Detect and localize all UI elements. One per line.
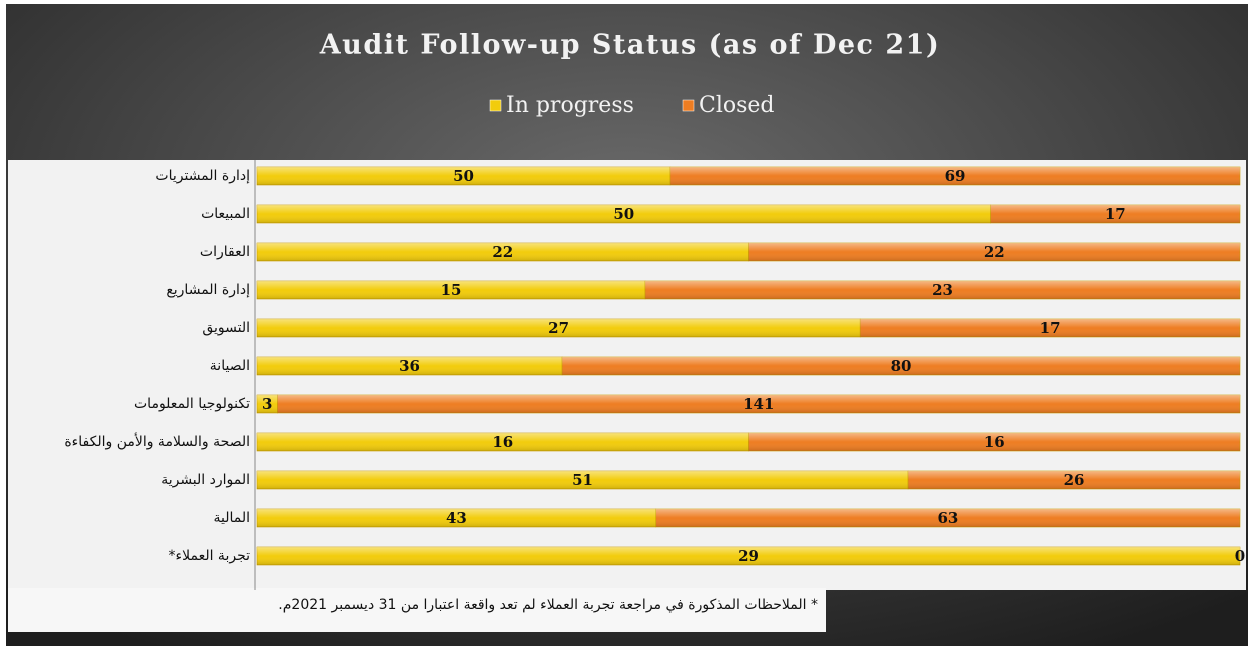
data-label: 50: [613, 205, 634, 223]
bar-shine: [990, 205, 1240, 223]
bar-shine: [562, 357, 1240, 375]
bar-shine: [257, 205, 991, 223]
chart-title: Audit Follow-up Status (as of Dec 21): [319, 30, 941, 61]
data-label: 80: [891, 357, 912, 375]
legend: In progress Closed: [489, 93, 775, 118]
data-label: 27: [548, 319, 569, 337]
y-tick-label: إدارة المشاريع: [166, 282, 250, 298]
data-label: 15: [441, 281, 462, 299]
bar-shine: [257, 281, 646, 299]
bar-shine: [257, 547, 1240, 565]
bar-shine: [277, 395, 1241, 413]
data-label: 16: [492, 433, 513, 451]
bar-shine: [257, 243, 749, 261]
bar-shine: [655, 509, 1240, 527]
legend-label: In progress: [506, 93, 634, 118]
bar-shine: [257, 395, 278, 413]
bar-shine: [257, 471, 909, 489]
data-label: 16: [984, 433, 1005, 451]
bar-shine: [748, 243, 1240, 261]
y-tick-label: الصحة والسلامة والأمن والكفاءة: [64, 432, 250, 450]
data-label: 3: [262, 395, 272, 413]
y-tick-label: تجربة العملاء*: [169, 548, 251, 564]
data-label: 17: [1105, 205, 1126, 223]
y-tick-label: إدارة المشتريات: [155, 168, 250, 184]
y-tick-label: المبيعات: [201, 206, 250, 222]
y-tick-label: تكنولوجيا المعلومات: [134, 396, 250, 412]
data-label: 50: [453, 167, 474, 185]
y-tick-label: التسويق: [202, 320, 250, 336]
y-tick-label: الصيانة: [210, 358, 250, 374]
data-label: 141: [743, 395, 774, 413]
data-label: 63: [937, 509, 958, 527]
legend-label: Closed: [699, 93, 775, 118]
data-label: 36: [399, 357, 420, 375]
data-label: 29: [738, 547, 759, 565]
data-label: 23: [932, 281, 953, 299]
bar-shine: [670, 167, 1240, 185]
data-label: 69: [945, 167, 966, 185]
data-label: 0: [1235, 547, 1245, 565]
footnote: * الملاحظات المذكورة في مراجعة تجربة الع…: [278, 597, 818, 613]
bar-shine: [860, 319, 1240, 337]
bar-shine: [257, 319, 861, 337]
bar-shine: [257, 357, 563, 375]
data-label: 43: [446, 509, 467, 527]
bar-shine: [257, 433, 749, 451]
bar-shine: [257, 167, 671, 185]
y-tick-label: العقارات: [200, 244, 250, 260]
legend-swatch: [489, 99, 502, 112]
data-label: 22: [492, 243, 513, 261]
y-tick-label: الموارد البشرية: [161, 472, 250, 488]
bar-shine: [645, 281, 1240, 299]
y-tick-label: المالية: [213, 510, 250, 526]
footnote-box: [8, 588, 826, 632]
bar-shine: [257, 509, 656, 527]
bars: إدارة المشتريات 50 69 المبيعات 50 17 العقارات 2…: [64, 166, 1245, 566]
data-label: 22: [984, 243, 1005, 261]
data-label: 51: [572, 471, 593, 489]
data-label: 17: [1040, 319, 1061, 337]
legend-swatch: [682, 99, 695, 112]
data-label: 26: [1064, 471, 1085, 489]
bar-shine: [908, 471, 1240, 489]
bar-shine: [748, 433, 1240, 451]
